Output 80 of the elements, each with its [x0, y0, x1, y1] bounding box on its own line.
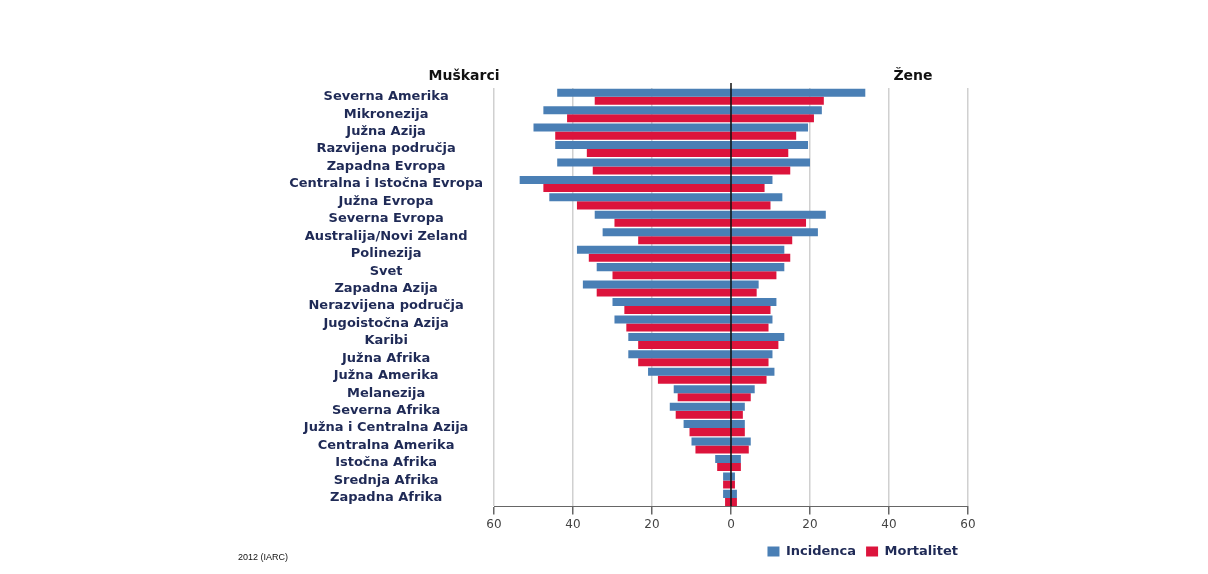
text: 2012 (IARC) — [238, 552, 289, 563]
y-tick-label: Mikronezija — [343, 105, 429, 121]
y-tick-label: Svet — [369, 262, 403, 278]
bar — [624, 306, 771, 315]
bar — [675, 410, 743, 419]
y-tick-label: Centralna Amerika — [317, 436, 455, 452]
y-tick-label: Melanezija — [346, 384, 426, 400]
bar — [669, 402, 745, 411]
bar — [689, 428, 745, 437]
y-tick-label: Nerazvijena područja — [308, 297, 464, 313]
y-tick-label: Južna i Centralna Azija — [302, 419, 469, 435]
bar — [567, 114, 814, 123]
bar — [594, 210, 826, 219]
bar — [677, 393, 751, 402]
y-tick-label: Južna Evropa — [337, 192, 434, 208]
bar — [549, 193, 783, 202]
bar — [592, 166, 791, 175]
x-tick-label: 20 — [802, 516, 818, 531]
bar — [628, 350, 773, 359]
y-tick-label: Australija/Novi Zeland — [304, 227, 468, 243]
bar — [614, 218, 807, 227]
y-tick-label: Zapadna Evropa — [326, 157, 446, 173]
bar — [715, 454, 741, 463]
bar — [576, 201, 771, 210]
y-tick-label: Južna Afrika — [341, 349, 431, 365]
y-tick-label: Jugoistočna Azija — [322, 314, 449, 330]
x-tick-label: 60 — [486, 516, 502, 531]
bar — [638, 236, 793, 245]
bar — [582, 280, 759, 289]
bar — [576, 245, 785, 254]
bar — [626, 323, 769, 332]
bar — [628, 332, 785, 341]
x-tick-label: 60 — [960, 516, 976, 531]
y-tick-label: Zapadna Azija — [334, 279, 438, 295]
y-tick-label: Karibi — [364, 332, 408, 348]
bar — [695, 445, 749, 454]
bar — [612, 271, 777, 280]
y-tick-label: Razvijena područja — [316, 140, 456, 156]
bar — [638, 340, 779, 349]
bar — [612, 298, 777, 307]
bar — [596, 288, 757, 297]
bar — [657, 375, 767, 384]
x-tick-label: 40 — [881, 516, 897, 531]
bar — [533, 123, 809, 132]
y-tick-label: Istočna Afrika — [335, 454, 438, 470]
bar — [648, 367, 775, 376]
y-tick-label: Severna Afrika — [331, 402, 441, 418]
y-tick-label: Zapadna Afrika — [330, 489, 443, 505]
y-tick-label: Severna Evropa — [328, 210, 444, 226]
x-tick-label: 20 — [644, 516, 660, 531]
bar — [588, 253, 791, 262]
bar — [638, 358, 769, 367]
y-tick-label: Južna Amerika — [332, 367, 439, 383]
bar — [557, 88, 866, 97]
y-tick-label: Severna Amerika — [323, 88, 449, 104]
bar — [557, 158, 810, 167]
y-tick-label: Centralna i Istočna Evropa — [289, 175, 483, 191]
bar — [555, 141, 809, 150]
legend-label: Mortalitet — [884, 542, 959, 558]
text: Žene — [893, 66, 933, 83]
bar — [555, 131, 797, 140]
text: Muškarci — [428, 66, 500, 83]
y-tick-label: Južna Azija — [345, 122, 426, 138]
x-tick-label: 0 — [727, 516, 735, 531]
bar — [594, 96, 824, 105]
y-tick-label: Polinezija — [350, 245, 422, 261]
bar — [596, 263, 785, 272]
y-tick-label: Srednja Afrika — [333, 471, 439, 487]
bar — [614, 315, 773, 324]
bar — [519, 175, 773, 184]
bar — [673, 385, 755, 394]
x-tick-label: 40 — [565, 516, 581, 531]
legend-label: Incidenca — [785, 542, 857, 558]
bar — [586, 149, 789, 158]
bar — [683, 420, 745, 429]
bar — [691, 437, 751, 446]
bar — [543, 106, 822, 115]
bar — [602, 228, 818, 237]
bar — [543, 183, 765, 192]
bar — [717, 463, 741, 472]
